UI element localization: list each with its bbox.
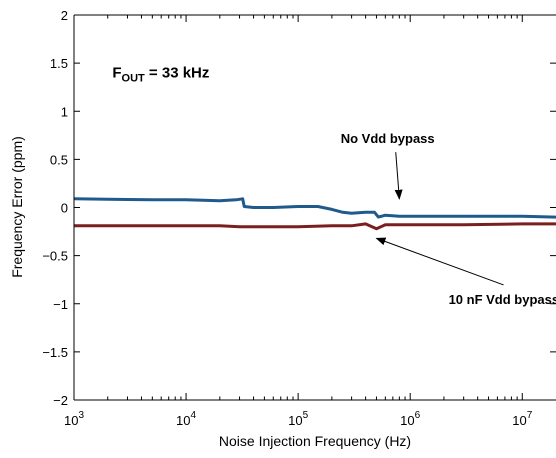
x-tick-label-1: 104 xyxy=(176,410,196,428)
series-line-1 xyxy=(74,222,556,231)
y-tick-label-6: −1 xyxy=(53,297,68,312)
annotation-arrow-0 xyxy=(394,152,403,200)
x-tick-label-0: 103 xyxy=(64,410,84,428)
y-tick-label-3: 0.5 xyxy=(50,152,68,167)
x-axis-title: Noise Injection Frequency (Hz) xyxy=(219,433,411,449)
annotation-arrow-1 xyxy=(375,237,504,286)
series-layer xyxy=(73,197,556,231)
y-tick-label-4: 0 xyxy=(61,201,68,216)
ticks-layer: 2 1.5 1 0.5 0 −0.5 −1 −1.5 −2 103 104 105 106 107 xyxy=(42,8,556,428)
annotation-label-1: 10 nF Vdd bypass xyxy=(449,292,556,307)
fout-label: FOUT = 33 kHz xyxy=(112,65,209,85)
y-tick-label-7: −1.5 xyxy=(42,345,68,360)
y-axis-title: Frequency Error (ppm) xyxy=(9,136,25,278)
annotation-layer: No Vdd bypass 10 nF Vdd bypass FOUT = 33 k… xyxy=(112,65,556,307)
y-tick-label-1: 1.5 xyxy=(50,56,68,71)
annotation-label-0: No Vdd bypass xyxy=(341,131,435,146)
y-tick-label-0: 2 xyxy=(61,8,68,23)
x-tick-label-2: 105 xyxy=(288,410,308,428)
y-tick-label-2: 1 xyxy=(61,104,68,119)
y-tick-label-8: −2 xyxy=(53,393,68,408)
x-tick-label-4: 107 xyxy=(512,410,532,428)
series-line-0 xyxy=(73,197,556,219)
x-tick-label-3: 106 xyxy=(400,410,420,428)
y-tick-label-5: −0.5 xyxy=(42,249,68,264)
